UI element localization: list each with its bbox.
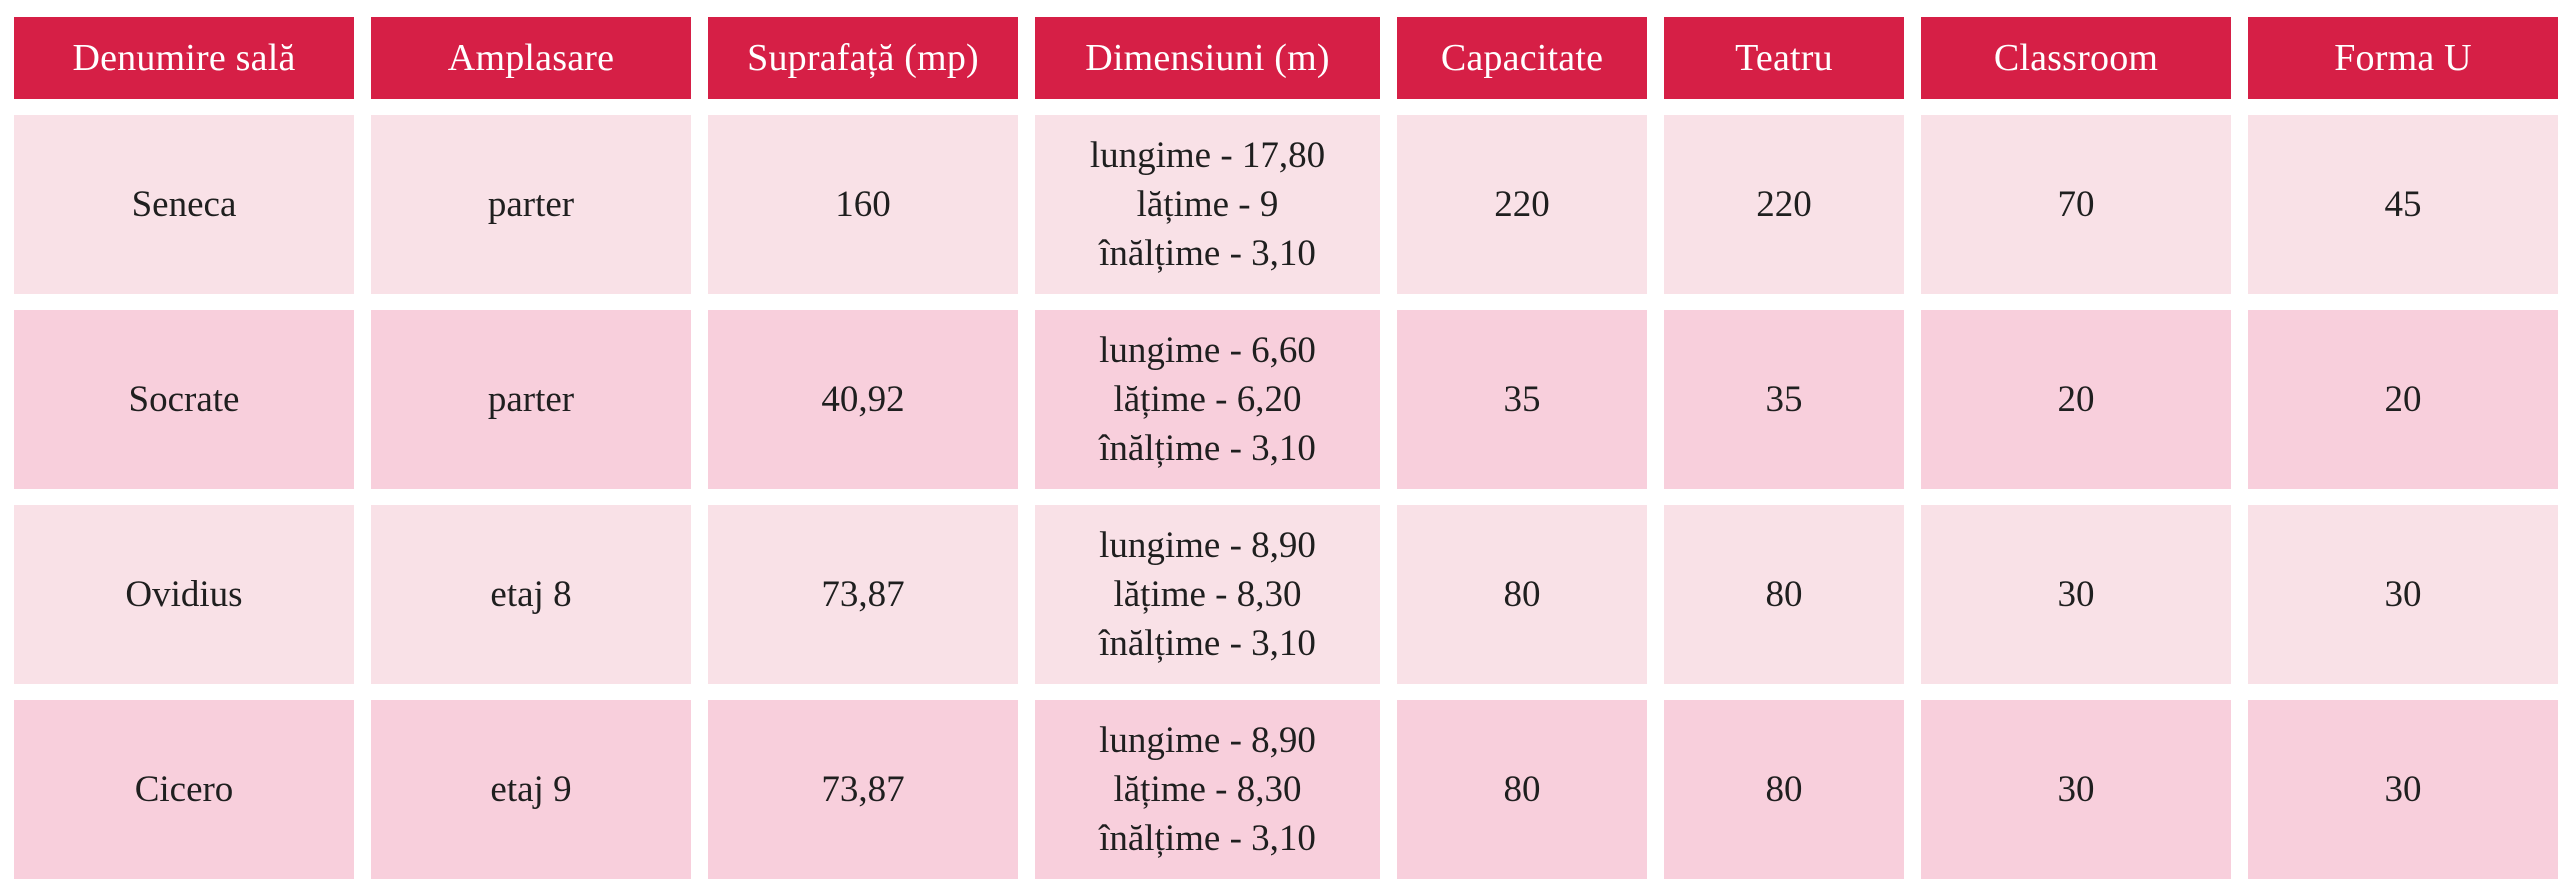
table-cell-area: 73,87	[708, 505, 1018, 684]
table-cell-location: parter	[371, 115, 691, 294]
table-cell-classroom: 30	[1921, 700, 2231, 879]
header-u-shape: Forma U	[2248, 17, 2558, 99]
table-cell-capacity: 35	[1397, 310, 1647, 489]
table-cell-dimensions: lungime - 17,80 lățime - 9 înălțime - 3,…	[1035, 115, 1380, 294]
dimension-height: înălțime - 3,10	[1099, 623, 1316, 664]
header-classroom: Classroom	[1921, 17, 2231, 99]
header-location: Amplasare	[371, 17, 691, 99]
header-capacity: Capacitate	[1397, 17, 1647, 99]
table-cell-location: etaj 8	[371, 505, 691, 684]
table-cell-theatre: 35	[1664, 310, 1904, 489]
table-cell-dimensions: lungime - 8,90 lățime - 8,30 înălțime - …	[1035, 700, 1380, 879]
table-cell-classroom: 70	[1921, 115, 2231, 294]
dimension-width: lățime - 8,30	[1113, 574, 1302, 615]
dimension-length: lungime - 8,90	[1099, 720, 1316, 761]
dimension-height: înălțime - 3,10	[1099, 233, 1316, 274]
table-cell-theatre: 220	[1664, 115, 1904, 294]
header-theatre: Teatru	[1664, 17, 1904, 99]
table-cell-room-name: Ovidius	[14, 505, 354, 684]
table-cell-location: etaj 9	[371, 700, 691, 879]
table-cell-location: parter	[371, 310, 691, 489]
table-cell-area: 40,92	[708, 310, 1018, 489]
table-cell-area: 73,87	[708, 700, 1018, 879]
dimension-width: lățime - 6,20	[1113, 379, 1302, 420]
header-dimensions: Dimensiuni (m)	[1035, 17, 1380, 99]
table-cell-room-name: Cicero	[14, 700, 354, 879]
header-room-name: Denumire sală	[14, 17, 354, 99]
table-cell-room-name: Seneca	[14, 115, 354, 294]
table-cell-theatre: 80	[1664, 700, 1904, 879]
dimension-width: lățime - 9	[1136, 184, 1279, 225]
table-cell-capacity: 220	[1397, 115, 1647, 294]
table-cell-classroom: 20	[1921, 310, 2231, 489]
dimension-length: lungime - 6,60	[1099, 330, 1316, 371]
header-area: Suprafață (mp)	[708, 17, 1018, 99]
table-cell-room-name: Socrate	[14, 310, 354, 489]
dimension-height: înălțime - 3,10	[1099, 428, 1316, 469]
table-cell-dimensions: lungime - 8,90 lățime - 8,30 înălțime - …	[1035, 505, 1380, 684]
table-cell-capacity: 80	[1397, 700, 1647, 879]
conference-rooms-table: Denumire sală Amplasare Suprafață (mp) D…	[14, 17, 2558, 879]
table-cell-u-shape: 30	[2248, 700, 2558, 879]
dimension-width: lățime - 8,30	[1113, 769, 1302, 810]
dimension-height: înălțime - 3,10	[1099, 818, 1316, 859]
table-cell-theatre: 80	[1664, 505, 1904, 684]
table-cell-u-shape: 20	[2248, 310, 2558, 489]
table-cell-capacity: 80	[1397, 505, 1647, 684]
table-cell-area: 160	[708, 115, 1018, 294]
table-cell-dimensions: lungime - 6,60 lățime - 6,20 înălțime - …	[1035, 310, 1380, 489]
dimension-length: lungime - 8,90	[1099, 525, 1316, 566]
table-cell-u-shape: 45	[2248, 115, 2558, 294]
table-cell-u-shape: 30	[2248, 505, 2558, 684]
table-cell-classroom: 30	[1921, 505, 2231, 684]
dimension-length: lungime - 17,80	[1089, 135, 1326, 176]
